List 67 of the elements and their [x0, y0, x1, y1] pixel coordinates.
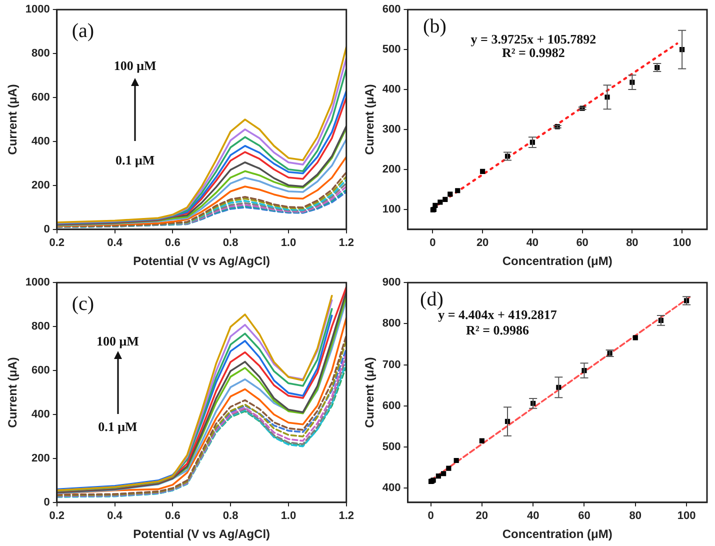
- x-tick-label: 0: [428, 510, 434, 522]
- y-axis-title: Current (μA): [362, 84, 377, 155]
- annotation: (b): [423, 15, 446, 38]
- x-tick-label: 100: [677, 510, 696, 522]
- annotation: y = 3.9725x + 105.7892: [470, 32, 596, 47]
- annotation: (d): [420, 288, 444, 310]
- y-tick-label: 600: [382, 400, 401, 412]
- y-tick-label: 600: [32, 92, 50, 104]
- annotation: 0.1 μM: [115, 152, 155, 168]
- y-tick-label: 500: [382, 44, 401, 56]
- x-tick-label: 60: [576, 237, 588, 250]
- x-tick-label: 80: [629, 510, 642, 522]
- x-tick-label: 1.0: [280, 510, 296, 522]
- y-tick-label: 200: [32, 452, 50, 464]
- y-tick-label: 300: [382, 124, 401, 136]
- annotation: (a): [72, 20, 94, 42]
- y-tick-label: 400: [382, 84, 401, 96]
- annotation: 0.1 μM: [98, 419, 138, 434]
- y-tick-label: 400: [32, 136, 50, 148]
- x-tick-label: 80: [626, 237, 638, 250]
- x-tick-label: 0.2: [49, 237, 65, 250]
- y-tick-label: 800: [382, 318, 401, 330]
- x-tick-label: 40: [526, 237, 539, 250]
- y-tick-label: 500: [382, 440, 401, 453]
- x-axis-title: Concentration (μM): [502, 254, 612, 268]
- annotation: 100 μM: [96, 333, 139, 348]
- y-axis-title: Current (μA): [6, 84, 20, 155]
- x-tick-label: 0.2: [49, 510, 65, 522]
- x-tick-label: 0.6: [165, 510, 180, 522]
- annotation: R² = 0.9986: [466, 322, 530, 338]
- x-tick-label: 0: [430, 237, 436, 250]
- annotation: 100 μM: [114, 58, 156, 74]
- y-tick-label: 800: [32, 320, 50, 333]
- x-tick-label: 100: [672, 237, 692, 250]
- x-tick-label: 1.2: [338, 510, 354, 522]
- x-axis-title: Potential (V vs Ag/AgCl): [133, 254, 270, 268]
- y-tick-label: 200: [382, 163, 401, 176]
- y-tick-label: 800: [32, 48, 50, 60]
- x-tick-label: 0.6: [165, 237, 180, 250]
- x-tick-label: 60: [578, 510, 590, 522]
- y-axis-title: Current (μA): [6, 357, 20, 428]
- y-tick-label: 100: [382, 203, 401, 216]
- y-tick-label: 900: [382, 276, 401, 289]
- y-tick-label: 600: [382, 4, 401, 16]
- y-tick-label: 700: [382, 358, 401, 371]
- y-tick-label: 1000: [25, 276, 50, 289]
- x-tick-label: 40: [526, 510, 540, 522]
- y-tick-label: 600: [32, 364, 50, 377]
- y-tick-label: 200: [32, 179, 50, 192]
- x-tick-label: 20: [476, 510, 488, 522]
- x-tick-label: 0.4: [107, 237, 124, 250]
- x-tick-label: 1.0: [280, 237, 296, 250]
- x-tick-label: 0.4: [107, 510, 124, 522]
- annotation: (c): [72, 292, 94, 315]
- y-tick-label: 0: [44, 223, 50, 236]
- x-tick-label: 1.2: [338, 237, 354, 250]
- y-tick-label: 400: [382, 482, 401, 494]
- x-axis-title: Concentration (μM): [502, 527, 612, 542]
- x-tick-label: 0.8: [222, 237, 238, 250]
- annotation: R² = 0.9982: [502, 44, 565, 60]
- y-tick-label: 1000: [25, 4, 50, 16]
- x-axis-title: Potential (V vs Ag/AgCl): [133, 527, 270, 542]
- x-tick-label: 20: [476, 237, 489, 250]
- x-tick-label: 0.8: [222, 510, 238, 522]
- y-tick-label: 400: [32, 408, 50, 421]
- y-axis-title: Current (μA): [362, 357, 377, 428]
- y-tick-label: 0: [44, 496, 50, 508]
